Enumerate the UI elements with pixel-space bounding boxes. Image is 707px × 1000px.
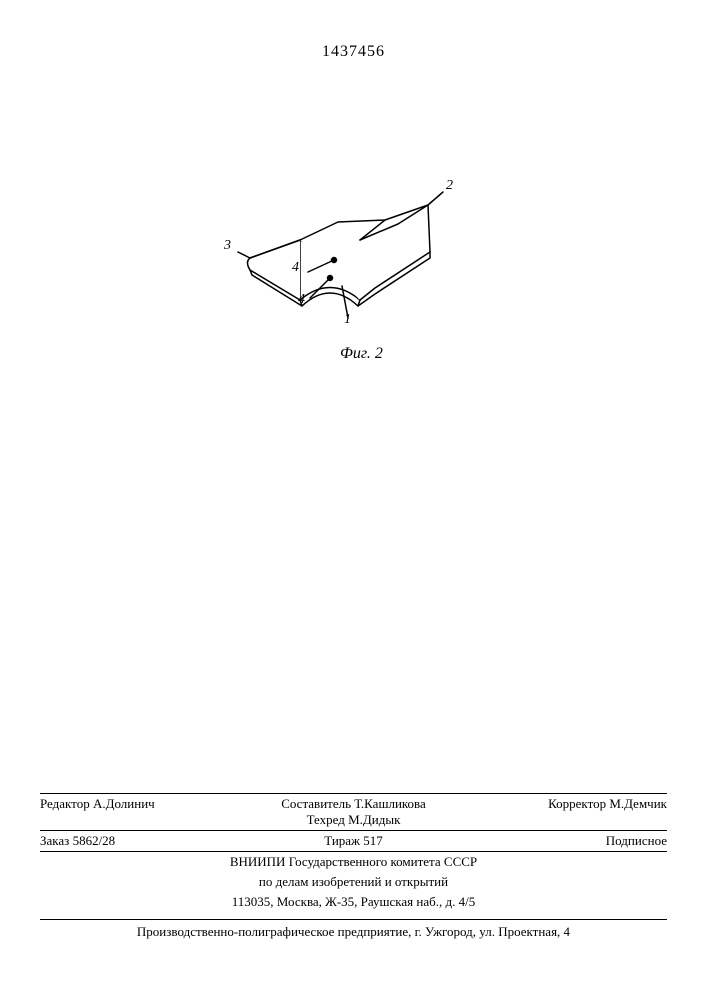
editor-name: А.Долинич (93, 796, 155, 811)
order-row: Заказ 5862/28 Тираж 517 Подписное (40, 831, 667, 851)
editor-cell: Редактор А.Долинич (40, 796, 249, 828)
callout-3: 3 (224, 238, 231, 254)
patent-page: 1437456 (0, 0, 707, 1000)
callout-2: 2 (446, 178, 453, 194)
techred-label: Техред (307, 812, 345, 827)
compiler-label: Составитель (281, 796, 351, 811)
order-cell: Заказ 5862/28 (40, 833, 249, 849)
compiler-name: Т.Кашликова (354, 796, 426, 811)
figure-svg (230, 180, 480, 360)
org-line-2: по делам изобретений и открытий (40, 872, 667, 892)
figure-2: 2 3 4 4 1 (230, 180, 480, 360)
corrector-cell: Корректор М.Демчик (458, 796, 667, 828)
org-line-1: ВНИИПИ Государственного комитета СССР (40, 852, 667, 872)
order-label: Заказ (40, 833, 69, 848)
tirazh-number: 517 (363, 833, 383, 848)
credits-row-1: Редактор А.Долинич Составитель Т.Кашлико… (40, 794, 667, 830)
subscription-cell: Подписное (458, 833, 667, 849)
footer-printer: Производственно-полиграфическое предприя… (40, 919, 667, 940)
editor-label: Редактор (40, 796, 90, 811)
tirazh-label: Тираж (324, 833, 360, 848)
order-number: 5862/28 (73, 833, 116, 848)
techred-name: М.Дидык (348, 812, 400, 827)
corrector-label: Корректор (548, 796, 606, 811)
compiler-techred-cell: Составитель Т.Кашликова Техред М.Дидык (249, 796, 458, 828)
colophon-block: Редактор А.Долинич Составитель Т.Кашлико… (40, 793, 667, 912)
tirazh-cell: Тираж 517 (249, 833, 458, 849)
figure-caption: Фиг. 2 (340, 345, 383, 363)
callout-4b: 4 (298, 292, 305, 308)
document-number: 1437456 (0, 43, 707, 61)
org-line-3: 113035, Москва, Ж-35, Раушская наб., д. … (40, 892, 667, 912)
callout-4a: 4 (292, 260, 299, 276)
corrector-name: М.Демчик (609, 796, 667, 811)
callout-1: 1 (344, 312, 351, 328)
